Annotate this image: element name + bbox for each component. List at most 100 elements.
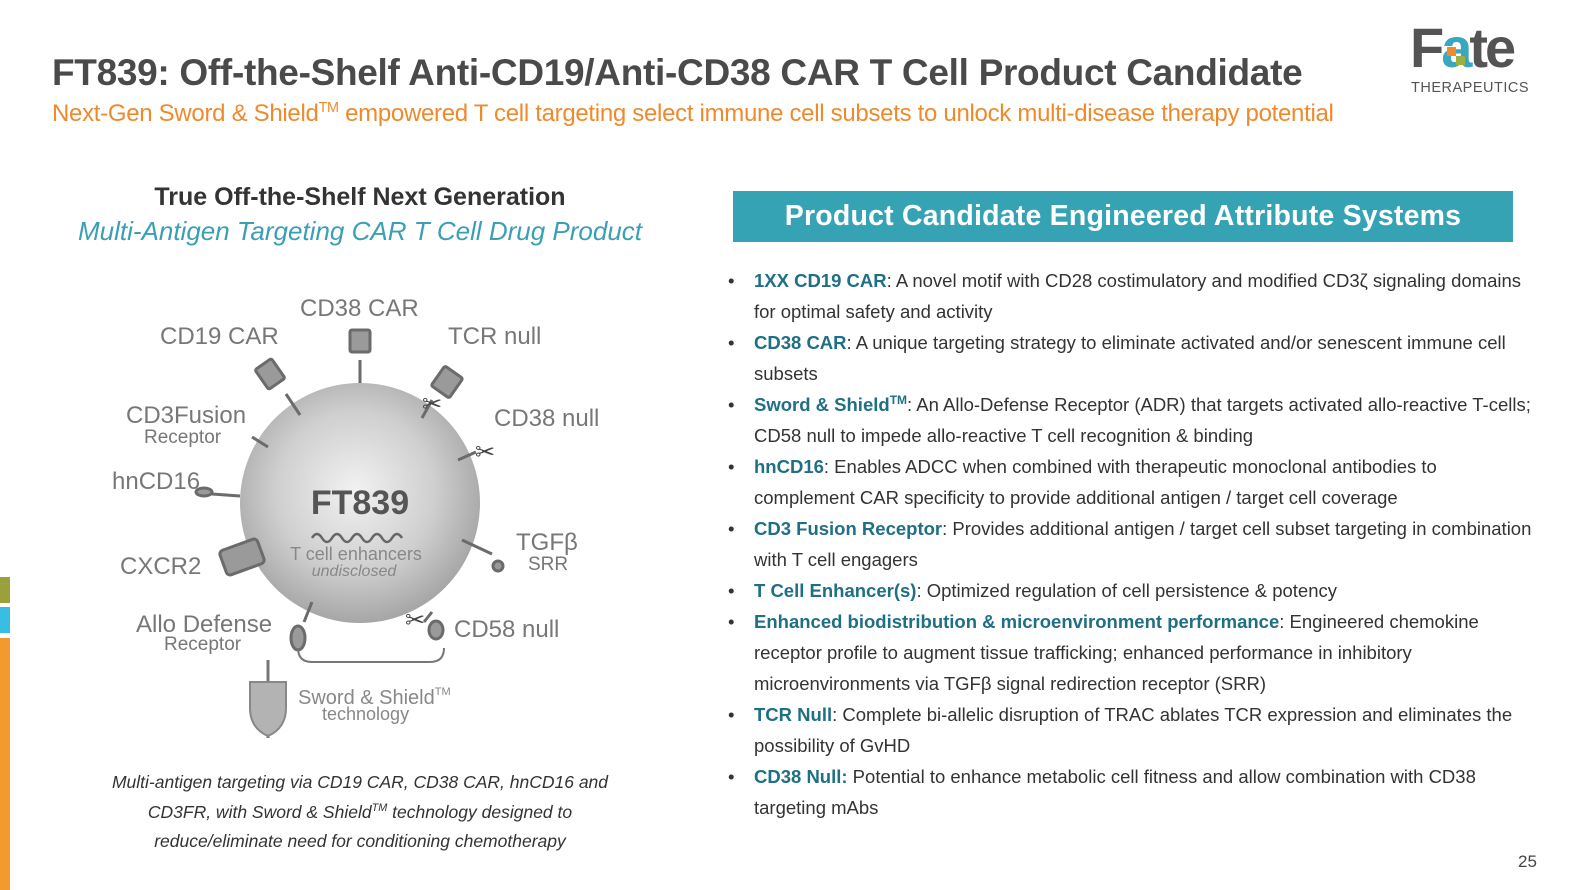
tgfb-icon	[491, 559, 505, 573]
list-item: CD38 Null: Potential to enhance metaboli…	[728, 761, 1538, 823]
car-t-cell-diagram: ✂ ✂ ✂ CD38 CAR CD19 CAR TCR null CD3Fusi…	[100, 290, 620, 750]
scissors-icon-tcr: ✂	[422, 391, 442, 418]
bullet-text: : A unique targeting strategy to elimina…	[754, 332, 1506, 384]
cxcr2-icon	[218, 537, 266, 577]
label-hncd16: hnCD16	[112, 468, 200, 495]
scissors-icon-cd38: ✂	[475, 439, 495, 466]
fate-logo: Fate THERAPEUTICS	[1410, 20, 1544, 98]
cd38-null-stem	[457, 450, 477, 462]
bullet-term: hnCD16	[754, 456, 824, 477]
bullet-text: : Engineered chemokine receptor profile …	[754, 611, 1479, 694]
bullet-term: T Cell Enhancer(s)	[754, 580, 917, 601]
list-item: TCR Null: Complete bi-allelic disruption…	[728, 699, 1538, 761]
left-subheading: Multi-Antigen Targeting CAR T Cell Drug …	[77, 216, 643, 246]
cd19-car-icon	[254, 357, 286, 391]
bullet-term: 1XX CD19 CAR	[754, 270, 887, 291]
hncd16-icon	[194, 486, 214, 498]
bullet-text: Potential to enhance metabolic cell fitn…	[754, 766, 1476, 818]
diagram-labels: CD38 CAR CD19 CAR TCR null CD3Fusion Rec…	[112, 295, 599, 655]
center-name: FT839	[311, 484, 409, 522]
page-subtitle: Next-Gen Sword & ShieldTM empowered T ce…	[52, 100, 1334, 128]
cd3fusion-stem	[251, 435, 269, 449]
panel-heading: Product Candidate Engineered Attribute S…	[733, 191, 1513, 242]
caption-2a: CD3FR, with Sword & Shield	[147, 801, 372, 822]
bullet-term: CD38 Null:	[754, 766, 848, 787]
subtitle-post: empowered T cell targeting select immune…	[338, 100, 1334, 127]
bullet-text: : Provides additional antigen / target c…	[754, 518, 1532, 570]
tcr-null-icon	[430, 365, 464, 399]
label-tcr-null: TCR null	[448, 323, 541, 350]
sword-sub-label: technology	[322, 704, 409, 724]
bullet-term: TCR Null	[754, 704, 833, 725]
diagram-caption: Multi-antigen targeting via CD19 CAR, CD…	[60, 768, 660, 857]
logo-green-square	[1456, 56, 1465, 65]
label-tgfb-sub: SRR	[528, 554, 568, 575]
center-line1: T cell enhancers	[290, 544, 422, 564]
attribute-list: 1XX CD19 CAR: A novel motif with CD28 co…	[728, 265, 1538, 823]
gene-wave-icon	[310, 532, 404, 544]
caption-line-3: reduce/eliminate need for conditioning c…	[154, 831, 566, 851]
label-cd38-null: CD38 null	[494, 405, 599, 432]
bullet-term: CD3 Fusion Receptor	[754, 518, 943, 539]
cd58-icon	[427, 619, 445, 641]
bullet-term-tm: TM	[889, 392, 908, 407]
list-item: CD3 Fusion Receptor: Provides additional…	[728, 513, 1538, 575]
left-heading-block: True Off-the-Shelf Next Generation Multi…	[40, 183, 680, 247]
bullet-text: : Enables ADCC when combined with therap…	[754, 456, 1437, 508]
sword-label-text: Sword & Shield	[298, 687, 435, 709]
receptors	[194, 328, 505, 652]
sword-label: Sword & ShieldTM	[298, 686, 451, 709]
label-allo: Allo Defense	[136, 611, 272, 638]
cell-diagram-svg: ✂ ✂ ✂ CD38 CAR CD19 CAR TCR null CD3Fusi…	[112, 295, 599, 738]
label-allo-sub: Receptor	[164, 634, 242, 655]
list-item: Sword & ShieldTM: An Allo-Defense Recept…	[728, 389, 1538, 451]
caption-line-2: CD3FR, with Sword & ShieldTM technology …	[60, 798, 660, 828]
subtitle-pre: Next-Gen Sword & Shield	[52, 100, 319, 127]
page-title: FT839: Off-the-Shelf Anti-CD19/Anti-CD38…	[52, 52, 1303, 93]
center-line2: undisclosed	[312, 563, 398, 580]
list-item: CD38 CAR: A unique targeting strategy to…	[728, 327, 1538, 389]
bullet-term: Enhanced biodistribution & microenvironm…	[754, 611, 1280, 632]
label-cd38-car: CD38 CAR	[300, 295, 419, 322]
list-item: 1XX CD19 CAR: A novel motif with CD28 co…	[728, 265, 1538, 327]
accent-bar-orange	[0, 638, 10, 890]
bullet-text: : A novel motif with CD28 costimulatory …	[754, 270, 1522, 322]
allo-stem	[302, 601, 314, 623]
bullet-term: CD38 CAR	[754, 332, 847, 353]
list-item: hnCD16: Enables ADCC when combined with …	[728, 451, 1538, 513]
bullet-text: : Complete bi-allelic disruption of TRAC…	[754, 704, 1513, 756]
bullet-term: Sword & ShieldTM	[754, 394, 907, 415]
label-cd19-car: CD19 CAR	[160, 323, 279, 350]
label-tgfb: TGFβ	[516, 529, 578, 556]
tgfb-stem	[461, 538, 493, 556]
bullet-text: : Optimized regulation of cell persisten…	[916, 580, 1338, 601]
list-item: Enhanced biodistribution & microenvironm…	[728, 606, 1538, 699]
list-item: T Cell Enhancer(s): Optimized regulation…	[728, 575, 1538, 606]
bullet-term-text: Sword & Shield	[754, 394, 890, 415]
logo-word: Fate	[1410, 16, 1516, 79]
shield-icon	[249, 660, 287, 738]
caption-tm: TM	[371, 801, 388, 814]
logo-sub: THERAPEUTICS	[1411, 80, 1529, 96]
left-heading: True Off-the-Shelf Next Generation	[154, 183, 566, 211]
label-cxcr2: CXCR2	[120, 553, 201, 580]
scissors-icon-cd58: ✂	[405, 607, 425, 634]
accent-bar-cyan	[0, 607, 10, 633]
cd38-car-icon	[348, 328, 372, 354]
label-cd58-null: CD58 null	[454, 616, 559, 643]
bullet-text: : An Allo-Defense Receptor (ADR) that ta…	[754, 394, 1531, 446]
page-number: 25	[1518, 852, 1537, 871]
sword-shield-bracket	[297, 647, 445, 663]
subtitle-tm: TM	[318, 100, 339, 116]
hncd16-stem	[211, 492, 241, 498]
caption-line-1: Multi-antigen targeting via CD19 CAR, CD…	[111, 772, 609, 792]
cd19-car-stem	[284, 393, 302, 416]
accent-bar-olive	[0, 577, 10, 603]
cell-body	[240, 383, 480, 623]
allo-icon	[289, 624, 307, 652]
cd58-stem	[422, 611, 434, 623]
label-cd3fusion-sub: Receptor	[144, 427, 222, 448]
logo-orange-square	[1447, 47, 1456, 56]
sword-label-tm: TM	[435, 686, 451, 698]
caption-2b: technology designed to	[387, 801, 573, 822]
